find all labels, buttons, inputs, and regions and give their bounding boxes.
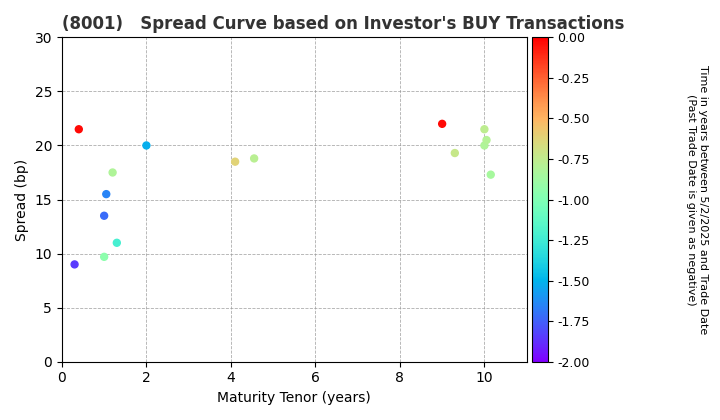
Point [107, 169, 118, 176]
Point [479, 142, 490, 149]
Point [111, 239, 122, 246]
Y-axis label: Spread (bp): Spread (bp) [15, 158, 29, 241]
Point [101, 191, 112, 197]
Point [248, 155, 260, 162]
Point [99, 213, 110, 219]
Point [485, 171, 497, 178]
Point [69, 261, 81, 268]
Point [99, 254, 110, 260]
X-axis label: Maturity Tenor (years): Maturity Tenor (years) [217, 391, 371, 405]
Point [73, 126, 84, 133]
Point [140, 142, 152, 149]
Point [481, 136, 492, 143]
Y-axis label: Time in years between 5/2/2025 and Trade Date
(Past Trade Date is given as negat: Time in years between 5/2/2025 and Trade… [686, 65, 708, 334]
Point [449, 150, 461, 156]
Text: (8001)   Spread Curve based on Investor's BUY Transactions: (8001) Spread Curve based on Investor's … [62, 15, 624, 33]
Point [436, 121, 448, 127]
Point [479, 126, 490, 133]
Point [230, 158, 241, 165]
